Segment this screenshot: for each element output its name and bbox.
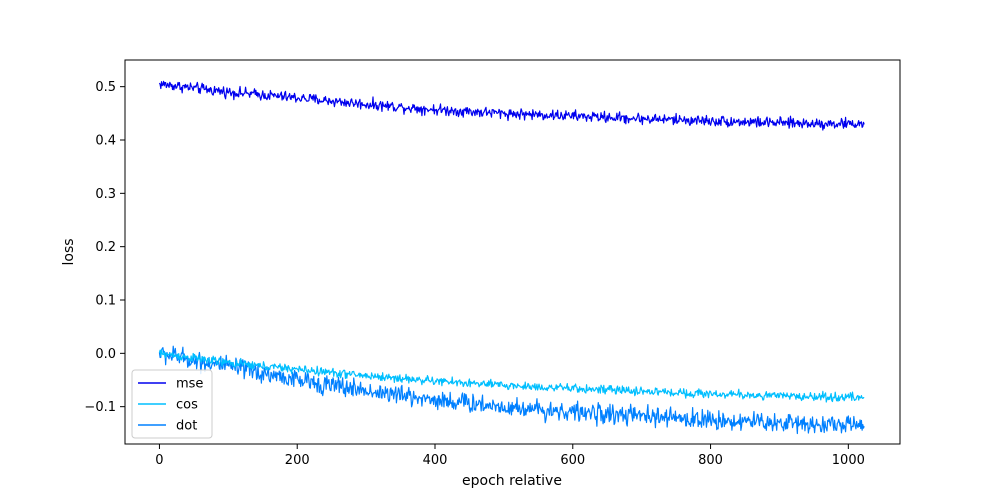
y-tick-label: 0.2 [95,240,116,255]
y-tick-label: 0.1 [95,294,116,309]
series-layer [158,80,865,435]
legend-label-cos: cos [176,398,198,413]
legend-label-mse: mse [176,377,203,392]
x-tick-label: 600 [560,453,585,468]
y-tick-label: 0.3 [95,187,116,202]
legend: mse cos dot [131,369,213,439]
legend-box [131,369,213,439]
y-axis-label: loss [61,238,77,265]
x-tick-label: 1000 [832,453,865,468]
y-tick-label: −0.1 [84,400,116,415]
series-line-dot [158,345,865,435]
y-tick-label: 0.5 [95,80,116,95]
x-tick-label: 0 [155,453,163,468]
x-tick-label: 200 [285,453,310,468]
x-axis: 0 200 400 600 800 1000 [155,444,865,468]
plot-frame [124,59,901,445]
legend-label-dot: dot [176,419,197,434]
x-axis-label: epoch relative [462,473,562,489]
series-line-cos [158,349,865,403]
x-tick-label: 400 [423,453,448,468]
series-line-mse [158,80,865,131]
y-tick-label: 0.0 [95,347,116,362]
x-tick-label: 800 [698,453,723,468]
y-tick-label: 0.4 [95,134,116,149]
y-axis: −0.1 0.0 0.1 0.2 0.3 0.4 0.5 [84,80,125,415]
